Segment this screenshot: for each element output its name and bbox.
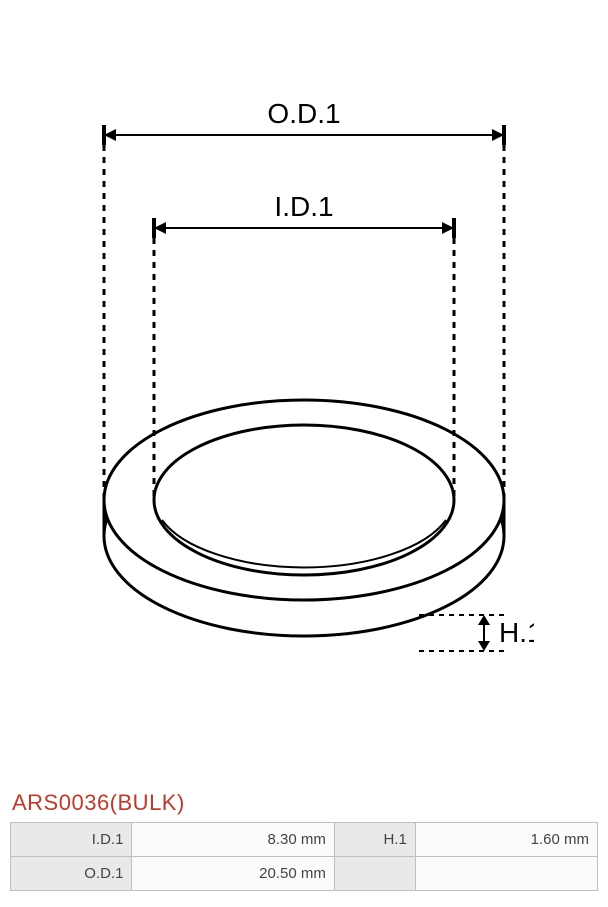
- od-label: O.D.1: [267, 98, 340, 129]
- h-label: H.1: [499, 617, 534, 648]
- spec-label: H.1: [334, 823, 415, 857]
- spec-label: I.D.1: [11, 823, 132, 857]
- spec-value: 1.60 mm: [415, 823, 597, 857]
- ring-diagram: O.D.1 I.D.1 H.1: [74, 80, 534, 720]
- id-label: I.D.1: [274, 191, 333, 222]
- page: O.D.1 I.D.1 H.1 ARS0036(BULK) I.D.1 8.30…: [0, 0, 608, 907]
- spec-label: [334, 857, 415, 891]
- table-row: O.D.1 20.50 mm: [11, 857, 598, 891]
- spec-label: O.D.1: [11, 857, 132, 891]
- spec-value: 8.30 mm: [132, 823, 334, 857]
- spec-value: [415, 857, 597, 891]
- spec-table: I.D.1 8.30 mm H.1 1.60 mm O.D.1 20.50 mm: [10, 822, 598, 891]
- spec-value: 20.50 mm: [132, 857, 334, 891]
- diagram-area: O.D.1 I.D.1 H.1: [10, 10, 598, 790]
- table-row: I.D.1 8.30 mm H.1 1.60 mm: [11, 823, 598, 857]
- product-title: ARS0036(BULK): [10, 790, 598, 822]
